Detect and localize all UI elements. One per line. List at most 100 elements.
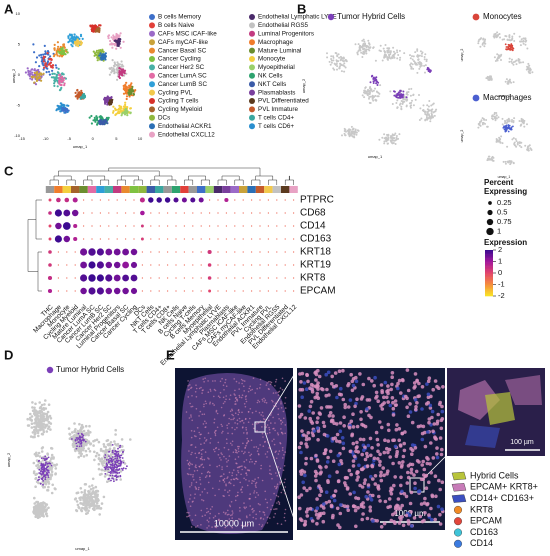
- cell-mask: [227, 491, 229, 493]
- cell-mask: [245, 429, 248, 431]
- legend-swatch: [249, 30, 255, 37]
- legend-label: T cells CD4+: [258, 114, 294, 121]
- umap-point: [51, 72, 55, 75]
- umap-point: [114, 466, 116, 468]
- point-cluster: [58, 73, 66, 87]
- umap-point: [386, 56, 389, 58]
- umap-point: [78, 91, 81, 94]
- umap-point: [416, 71, 419, 74]
- cell-mask: [237, 447, 240, 450]
- legend-label: Myoepithelial: [258, 64, 295, 71]
- umap-point: [118, 72, 122, 75]
- umap-point: [36, 463, 40, 467]
- cell-mask: [229, 504, 231, 507]
- dot: [234, 251, 236, 253]
- dot: [175, 238, 177, 240]
- cell-mask: [207, 380, 209, 382]
- umap-point: [418, 67, 421, 70]
- umap-point: [117, 454, 119, 457]
- dot: [166, 212, 169, 214]
- umap-point: [104, 467, 107, 470]
- legend-label: CAFs myCAF-like: [158, 39, 209, 46]
- cell-mask: [204, 420, 206, 423]
- cell-mask: [190, 526, 193, 528]
- umap-point: [36, 411, 40, 415]
- umap-point: [491, 115, 493, 118]
- cell-mask: [200, 464, 202, 466]
- cell-mask: [284, 486, 287, 488]
- cell-mask: [245, 478, 247, 481]
- legend-swatch: [249, 47, 255, 54]
- umap-point: [364, 87, 367, 89]
- cell-mask: [273, 443, 276, 446]
- cell-mask: [269, 431, 271, 434]
- umap-point: [120, 73, 123, 76]
- dot: [47, 275, 53, 281]
- umap-point: [114, 453, 117, 456]
- dot: [225, 277, 228, 279]
- size-legend-label: 1: [497, 226, 501, 235]
- legend-swatch: [149, 64, 155, 71]
- legend-label: T cells CD6+: [258, 123, 294, 130]
- umap-point: [120, 70, 123, 73]
- cell-mask: [275, 472, 277, 474]
- cell-type-color: [239, 186, 248, 193]
- umap-point: [394, 143, 397, 145]
- umap-point: [34, 413, 37, 417]
- umap-point: [504, 122, 506, 125]
- umap-point: [520, 141, 523, 144]
- umap-point: [426, 108, 429, 111]
- cell-mask: [227, 509, 229, 512]
- umap-point: [518, 61, 521, 64]
- dot: [48, 263, 52, 267]
- cell-type-color: [54, 186, 63, 193]
- cell-mask: [194, 466, 197, 468]
- dot: [234, 199, 236, 201]
- umap-point: [504, 119, 506, 122]
- cell-mask: [365, 398, 370, 402]
- cell-mask: [226, 442, 228, 445]
- umap-point: [53, 84, 56, 87]
- dot: [259, 225, 261, 227]
- cell-mask: [234, 458, 237, 461]
- cell-type-color: [171, 186, 181, 193]
- cell-mask: [279, 467, 282, 470]
- y-tick-label: -10: [14, 133, 21, 138]
- umap-point: [33, 431, 36, 434]
- umap-point: [120, 438, 124, 441]
- umap-point: [499, 36, 501, 39]
- cell-mask: [232, 520, 235, 522]
- umap-point: [112, 466, 115, 469]
- dot: [276, 199, 278, 201]
- umap-point: [387, 58, 389, 61]
- cell-mask: [281, 449, 284, 452]
- umap-point: [82, 97, 85, 100]
- cell-type-color: [62, 186, 71, 193]
- cell-mask: [233, 378, 235, 380]
- umap-point: [68, 437, 72, 441]
- umap-point: [423, 58, 426, 61]
- cell-mask: [378, 420, 382, 424]
- umap-point: [90, 114, 93, 118]
- cell-mask: [241, 465, 243, 467]
- size-legend-dot: [486, 218, 494, 226]
- dot: [192, 264, 194, 266]
- cell-mask: [235, 396, 237, 399]
- umap-point: [42, 415, 46, 418]
- umap-point: [341, 134, 343, 137]
- cell-mask: [187, 396, 190, 398]
- cell-type-color: [163, 186, 172, 193]
- point-cluster: [378, 132, 401, 145]
- umap-point: [91, 507, 95, 511]
- cell-mask: [187, 385, 189, 387]
- umap-point: [125, 91, 128, 94]
- cell-mask: [318, 493, 322, 498]
- umap-point: [338, 67, 341, 70]
- cell-mask: [440, 404, 444, 409]
- umap-point: [343, 62, 346, 65]
- umap-point: [339, 55, 342, 58]
- cell-mask: [276, 401, 279, 403]
- umap-point: [501, 142, 504, 145]
- dot: [57, 290, 60, 292]
- cell-mask: [189, 463, 192, 465]
